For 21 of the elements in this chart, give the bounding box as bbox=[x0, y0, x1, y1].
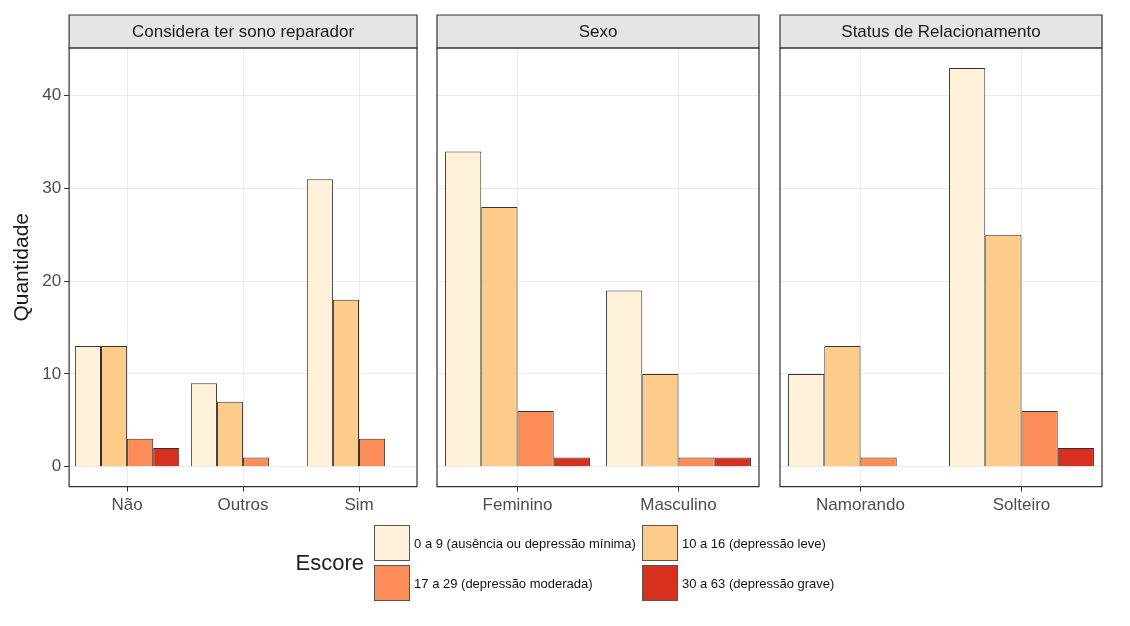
text: 17 a 29 (depressão moderada) bbox=[414, 575, 593, 591]
x-tick-label: Feminino bbox=[482, 495, 553, 515]
x-tick-label: Não bbox=[111, 495, 143, 515]
x-tick-label: Masculino bbox=[640, 495, 717, 515]
chart-title: Status de Relacionamento bbox=[841, 22, 1041, 42]
x-tick-label: Sim bbox=[344, 495, 374, 515]
text: 0 a 9 (ausência ou depressão mínima) bbox=[414, 535, 636, 551]
chart-title: Considera ter sono reparador bbox=[132, 22, 355, 42]
y-tick-label: 40 bbox=[42, 85, 62, 105]
x-tick-label: Outros bbox=[217, 495, 269, 515]
x-tick-label: Namorando bbox=[816, 495, 905, 515]
text: 10 a 16 (depressão leve) bbox=[681, 535, 826, 551]
y-axis-title: Quantidade bbox=[9, 213, 33, 322]
text: 30 a 63 (depressão grave) bbox=[681, 575, 835, 591]
legend-title: Escore bbox=[295, 550, 365, 576]
y-tick-label: 10 bbox=[42, 363, 62, 383]
chart-title: Sexo bbox=[578, 22, 618, 42]
y-tick-label: 0 bbox=[51, 456, 62, 476]
y-tick-label: 30 bbox=[42, 178, 62, 198]
y-tick-label: 20 bbox=[42, 270, 62, 290]
x-tick-label: Solteiro bbox=[992, 495, 1051, 515]
